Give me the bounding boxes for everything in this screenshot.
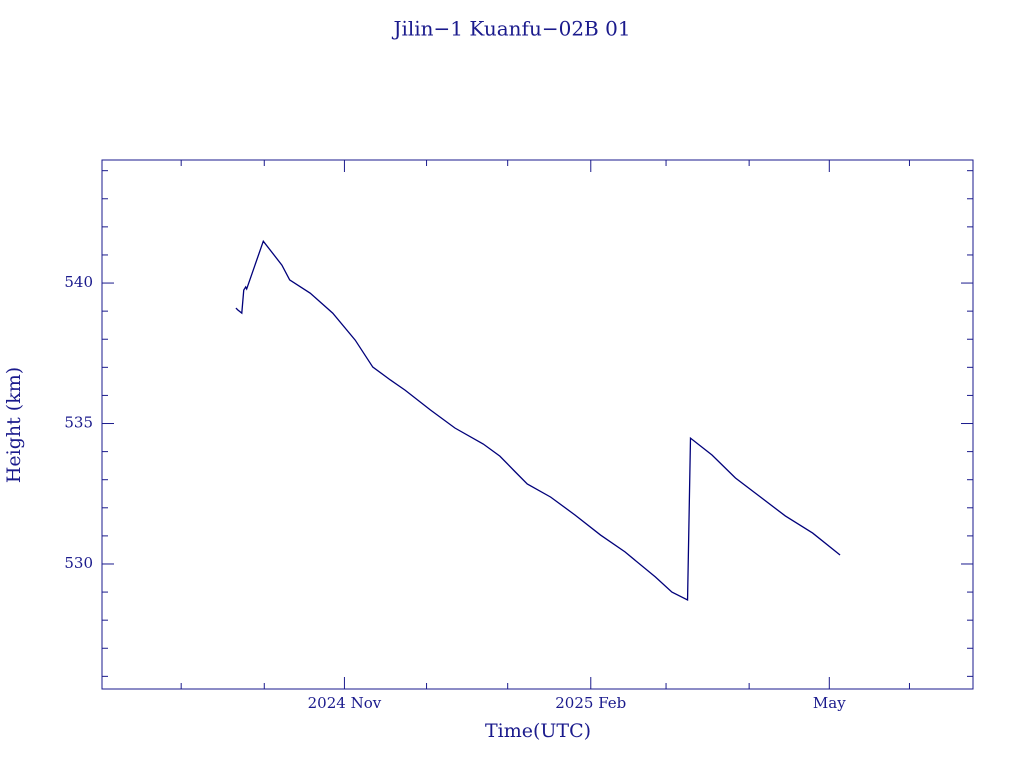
- x-tick-label: 2024 Nov: [308, 694, 382, 712]
- line-series: [235, 239, 841, 601]
- y-tick-label: 535: [64, 414, 93, 432]
- plot-frame: [101, 159, 974, 690]
- y-tick-label: 530: [64, 554, 93, 572]
- x-axis-label: Time(UTC): [485, 720, 591, 742]
- chart-title: Jilin−1 Kuanfu−02B 01: [391, 17, 630, 41]
- x-tick-label: 2025 Feb: [555, 694, 626, 712]
- y-axis-label: Height (km): [3, 367, 25, 483]
- y-tick-label: 540: [64, 273, 93, 291]
- x-tick-label: May: [813, 694, 846, 712]
